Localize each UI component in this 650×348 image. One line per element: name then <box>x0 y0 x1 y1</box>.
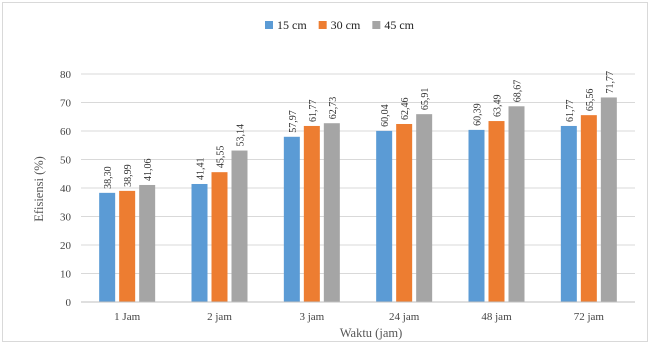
bar <box>139 184 156 302</box>
data-label: 53,14 <box>236 124 247 147</box>
x-tick-label: 72 jam <box>574 311 605 323</box>
legend: 15 cm 30 cm 45 cm <box>265 18 415 32</box>
y-tick-label: 20 <box>60 240 72 252</box>
y-tick-label: 0 <box>66 297 72 309</box>
x-tick-label: 48 jam <box>481 311 512 323</box>
x-tick-label: 2 jam <box>207 311 232 323</box>
data-label: 60,39 <box>473 103 484 126</box>
data-label: 41,06 <box>143 158 154 181</box>
axes: 0 10 20 30 40 50 60 70 80 1 Jam 2 jam 3 jam 24 jam 48… <box>60 69 635 323</box>
bar <box>323 123 340 302</box>
data-label: 38,30 <box>103 166 114 189</box>
y-tick-label: 30 <box>60 212 72 224</box>
data-label: 62,73 <box>328 97 339 120</box>
bar <box>580 115 597 303</box>
y-axis-title: Efisiensi (%) <box>32 156 46 222</box>
bar <box>600 97 617 302</box>
data-label: 62,46 <box>400 97 411 120</box>
y-tick-label: 10 <box>60 269 72 281</box>
y-tick-label: 40 <box>60 183 72 195</box>
data-label: 65,91 <box>420 88 431 111</box>
y-tick-label: 50 <box>60 155 72 167</box>
bar <box>416 114 433 303</box>
data-label: 68,67 <box>513 80 524 103</box>
bar <box>376 130 393 302</box>
data-label: 45,55 <box>216 146 227 169</box>
data-label: 63,49 <box>493 95 504 118</box>
legend-swatch <box>372 21 381 29</box>
data-label: 65,56 <box>585 89 596 112</box>
bar <box>231 150 248 302</box>
data-label: 60,04 <box>380 104 391 127</box>
bar <box>468 129 485 302</box>
bar <box>119 190 136 302</box>
bar <box>211 172 228 302</box>
gridlines <box>81 73 635 274</box>
bar-chart: 38,30 38,99 41,06 41,41 45,55 53,14 57,97 61,77… <box>32 18 635 340</box>
bar <box>191 183 208 302</box>
bars <box>99 97 617 303</box>
bar <box>560 125 577 302</box>
bar <box>488 121 505 302</box>
legend-swatch <box>265 21 273 29</box>
x-tick-label: 1 Jam <box>114 311 140 323</box>
legend-label: 15 cm <box>277 18 307 32</box>
legend-label: 30 cm <box>331 18 361 32</box>
data-label: 41,41 <box>196 157 207 180</box>
bar <box>283 136 300 302</box>
y-tick-label: 80 <box>60 69 72 81</box>
bar <box>99 192 116 302</box>
y-tick-label: 60 <box>60 126 72 138</box>
x-tick-label: 3 jam <box>299 311 324 323</box>
x-tick-label: 24 jam <box>389 311 420 323</box>
data-label: 71,77 <box>605 71 616 94</box>
data-label: 57,97 <box>288 110 299 133</box>
bar <box>303 125 320 302</box>
data-labels: 38,30 38,99 41,06 41,41 45,55 53,14 57,97 61,77… <box>103 71 616 189</box>
data-label: 61,77 <box>308 99 319 122</box>
legend-swatch <box>318 21 327 29</box>
bar <box>396 123 413 302</box>
bar <box>508 106 525 302</box>
data-label: 38,99 <box>123 164 134 187</box>
chart-frame: 38,30 38,99 41,06 41,41 45,55 53,14 57,97 61,77… <box>2 2 648 342</box>
legend-label: 45 cm <box>384 18 414 32</box>
y-tick-label: 70 <box>60 98 72 110</box>
data-label: 61,77 <box>565 99 576 122</box>
x-axis-title: Waktu (jam) <box>340 326 403 340</box>
